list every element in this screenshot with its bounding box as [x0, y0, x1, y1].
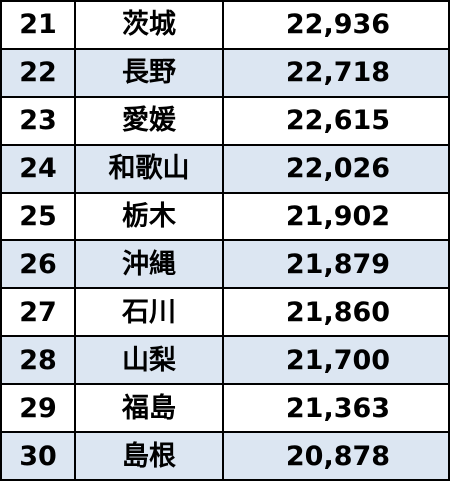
prefecture-cell: 和歌山	[74, 143, 224, 194]
prefecture-cell: 長野	[74, 47, 224, 98]
rank-cell: 21	[0, 0, 76, 50]
rank-cell: 24	[0, 143, 76, 194]
prefecture-cell: 沖縄	[74, 239, 224, 290]
prefecture-cell: 山梨	[74, 335, 224, 386]
value-cell: 22,718	[222, 47, 450, 98]
table-row: 28 山梨 21,700	[0, 335, 450, 386]
rank-cell: 23	[0, 95, 76, 146]
value-cell: 20,878	[222, 431, 450, 481]
table-row: 25 栃木 21,902	[0, 191, 450, 242]
rank-cell: 30	[0, 431, 76, 481]
prefecture-cell: 愛媛	[74, 95, 224, 146]
table-row: 24 和歌山 22,026	[0, 143, 450, 194]
value-cell: 22,936	[222, 0, 450, 50]
value-cell: 22,615	[222, 95, 450, 146]
rank-cell: 28	[0, 335, 76, 386]
table-row: 26 沖縄 21,879	[0, 239, 450, 290]
prefecture-cell: 栃木	[74, 191, 224, 242]
rank-cell: 26	[0, 239, 76, 290]
table-row: 27 石川 21,860	[0, 287, 450, 338]
table-row: 23 愛媛 22,615	[0, 95, 450, 146]
table-row: 29 福島 21,363	[0, 383, 450, 434]
rank-cell: 27	[0, 287, 76, 338]
prefecture-cell: 石川	[74, 287, 224, 338]
value-cell: 22,026	[222, 143, 450, 194]
prefecture-cell: 茨城	[74, 0, 224, 50]
value-cell: 21,879	[222, 239, 450, 290]
table-row: 30 島根 20,878	[0, 431, 450, 481]
rank-cell: 29	[0, 383, 76, 434]
rank-cell: 25	[0, 191, 76, 242]
rank-cell: 22	[0, 47, 76, 98]
prefecture-cell: 福島	[74, 383, 224, 434]
value-cell: 21,902	[222, 191, 450, 242]
table-row: 22 長野 22,718	[0, 47, 450, 98]
value-cell: 21,363	[222, 383, 450, 434]
table-row: 21 茨城 22,936	[0, 0, 450, 50]
value-cell: 21,860	[222, 287, 450, 338]
value-cell: 21,700	[222, 335, 450, 386]
prefecture-cell: 島根	[74, 431, 224, 481]
